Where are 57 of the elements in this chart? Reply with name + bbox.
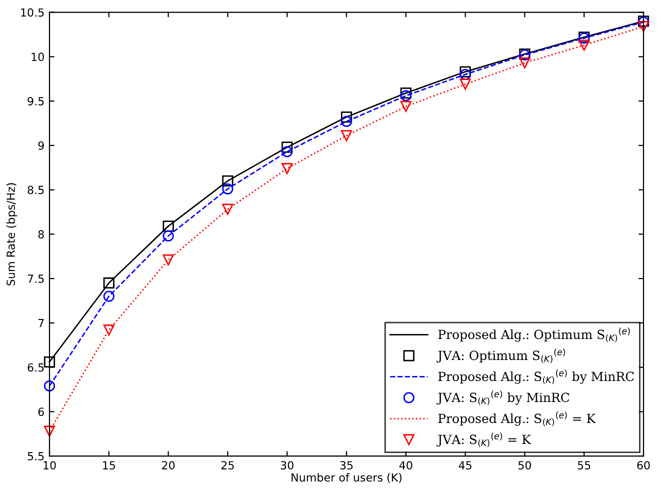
y-tick-label: 10.5 bbox=[21, 8, 44, 17]
point bbox=[222, 183, 234, 194]
point bbox=[638, 20, 650, 32]
point bbox=[400, 100, 412, 112]
x-tick-label: 15 bbox=[103, 461, 115, 470]
x-tick-label: 30 bbox=[280, 461, 294, 470]
point bbox=[103, 324, 114, 336]
point bbox=[282, 142, 293, 153]
point bbox=[162, 230, 174, 242]
x-tick-label: 25 bbox=[221, 461, 234, 470]
point bbox=[103, 277, 114, 289]
legend-label: JVA: S$_{(K)}$$^{(e)}$ = K bbox=[436, 432, 532, 448]
y-tick-label: 9 bbox=[38, 141, 44, 150]
legend-label: JVA: Optimum S$_{(K)}$$^{(e)}$ bbox=[436, 348, 566, 364]
point bbox=[460, 68, 471, 80]
y-tick-label: 9.5 bbox=[28, 97, 44, 106]
point bbox=[460, 78, 471, 90]
legend-label: Proposed Alg.: Optimum S$_{(K)}$$^{(e)}$ bbox=[438, 328, 630, 342]
point bbox=[103, 290, 114, 302]
y-tick-label: 6.5 bbox=[28, 363, 44, 372]
y-tick-label: 8 bbox=[38, 230, 44, 239]
x-tick-label: 55 bbox=[578, 461, 590, 470]
x-tick-label: 35 bbox=[340, 461, 353, 470]
point bbox=[44, 356, 56, 368]
point bbox=[162, 254, 174, 266]
point bbox=[222, 175, 234, 186]
legend-label: Proposed Alg.: S$_{(K)}$$^{(e)}$ = K bbox=[438, 412, 596, 426]
y-tick-label: 7.5 bbox=[28, 274, 44, 283]
point bbox=[460, 66, 471, 78]
y-tick-label: 6 bbox=[38, 408, 44, 416]
x-tick-label: 10 bbox=[44, 461, 56, 470]
point bbox=[222, 204, 234, 215]
point bbox=[282, 146, 293, 158]
y-tick-label: 8.5 bbox=[28, 186, 44, 194]
legend-label: JVA: S$_{(K)}$$^{(e)}$ by MinRC bbox=[436, 390, 570, 406]
point bbox=[340, 111, 352, 123]
x-tick-label: 45 bbox=[458, 461, 472, 470]
legend-label: Proposed Alg.: S$_{(K)}$$^{(e)}$ by MinRC bbox=[438, 370, 634, 384]
y-tick-label: 10 bbox=[32, 52, 44, 62]
point bbox=[340, 116, 352, 128]
point bbox=[400, 88, 412, 99]
x-axis-title: Number of users (K) bbox=[292, 473, 402, 483]
x-tick-label: 50 bbox=[518, 461, 532, 470]
point bbox=[282, 162, 293, 174]
x-tick-label: 40 bbox=[399, 461, 412, 470]
x-tick-label: 20 bbox=[162, 461, 175, 470]
point bbox=[44, 380, 56, 392]
point bbox=[340, 130, 352, 142]
point bbox=[44, 426, 56, 437]
y-axis-title: Sum Rate (bps/Hz) bbox=[6, 183, 18, 286]
point bbox=[578, 40, 590, 51]
x-tick-label: 60 bbox=[637, 461, 650, 470]
y-tick-label: 5.5 bbox=[28, 452, 44, 460]
point bbox=[400, 90, 412, 102]
point bbox=[519, 57, 530, 68]
y-tick-label: 7 bbox=[38, 319, 44, 328]
point bbox=[162, 220, 174, 232]
